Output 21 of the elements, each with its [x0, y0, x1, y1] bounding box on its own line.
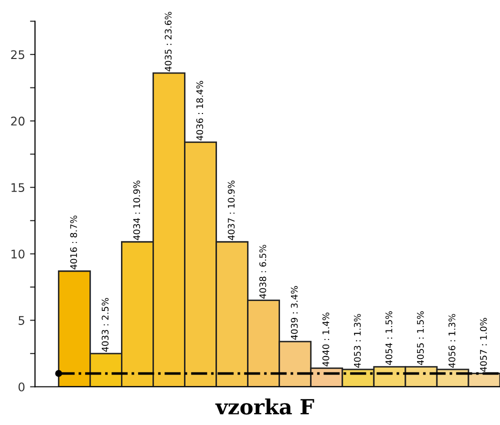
y-tick-label: 0 [18, 382, 24, 392]
y-tick-label: 25 [11, 50, 24, 60]
data-label: 4054 : 1.5% [385, 311, 392, 366]
data-label: 4038 : 6.5% [259, 244, 266, 299]
data-label: 4037 : 10.9% [228, 180, 235, 240]
y-tick-label: 10 [12, 250, 24, 258]
data-label: 4039 : 3.4% [290, 286, 298, 340]
data-label: 4053 : 1.3% [354, 314, 361, 368]
data-label: 4034 : 10.9% [133, 180, 140, 240]
data-label: 4057 : 1.0% [480, 318, 487, 372]
y-tick-label: 15 [12, 183, 24, 192]
data-label: 4016 : 8.7% [70, 216, 78, 270]
data-label: 4056 : 1.3% [448, 314, 456, 368]
data-label: 4033 : 2.5% [102, 298, 109, 352]
y-tick-label: 5 [18, 316, 24, 325]
y-tick-label: 20 [11, 116, 24, 126]
text: vzorka F [215, 398, 314, 415]
data-label: 4040 : 1.4% [322, 312, 330, 366]
data-label: 4035 : 23.6% [164, 12, 172, 72]
data-label: 4036 : 18.4% [196, 80, 204, 140]
data-label: 4055 : 1.5% [416, 311, 424, 366]
